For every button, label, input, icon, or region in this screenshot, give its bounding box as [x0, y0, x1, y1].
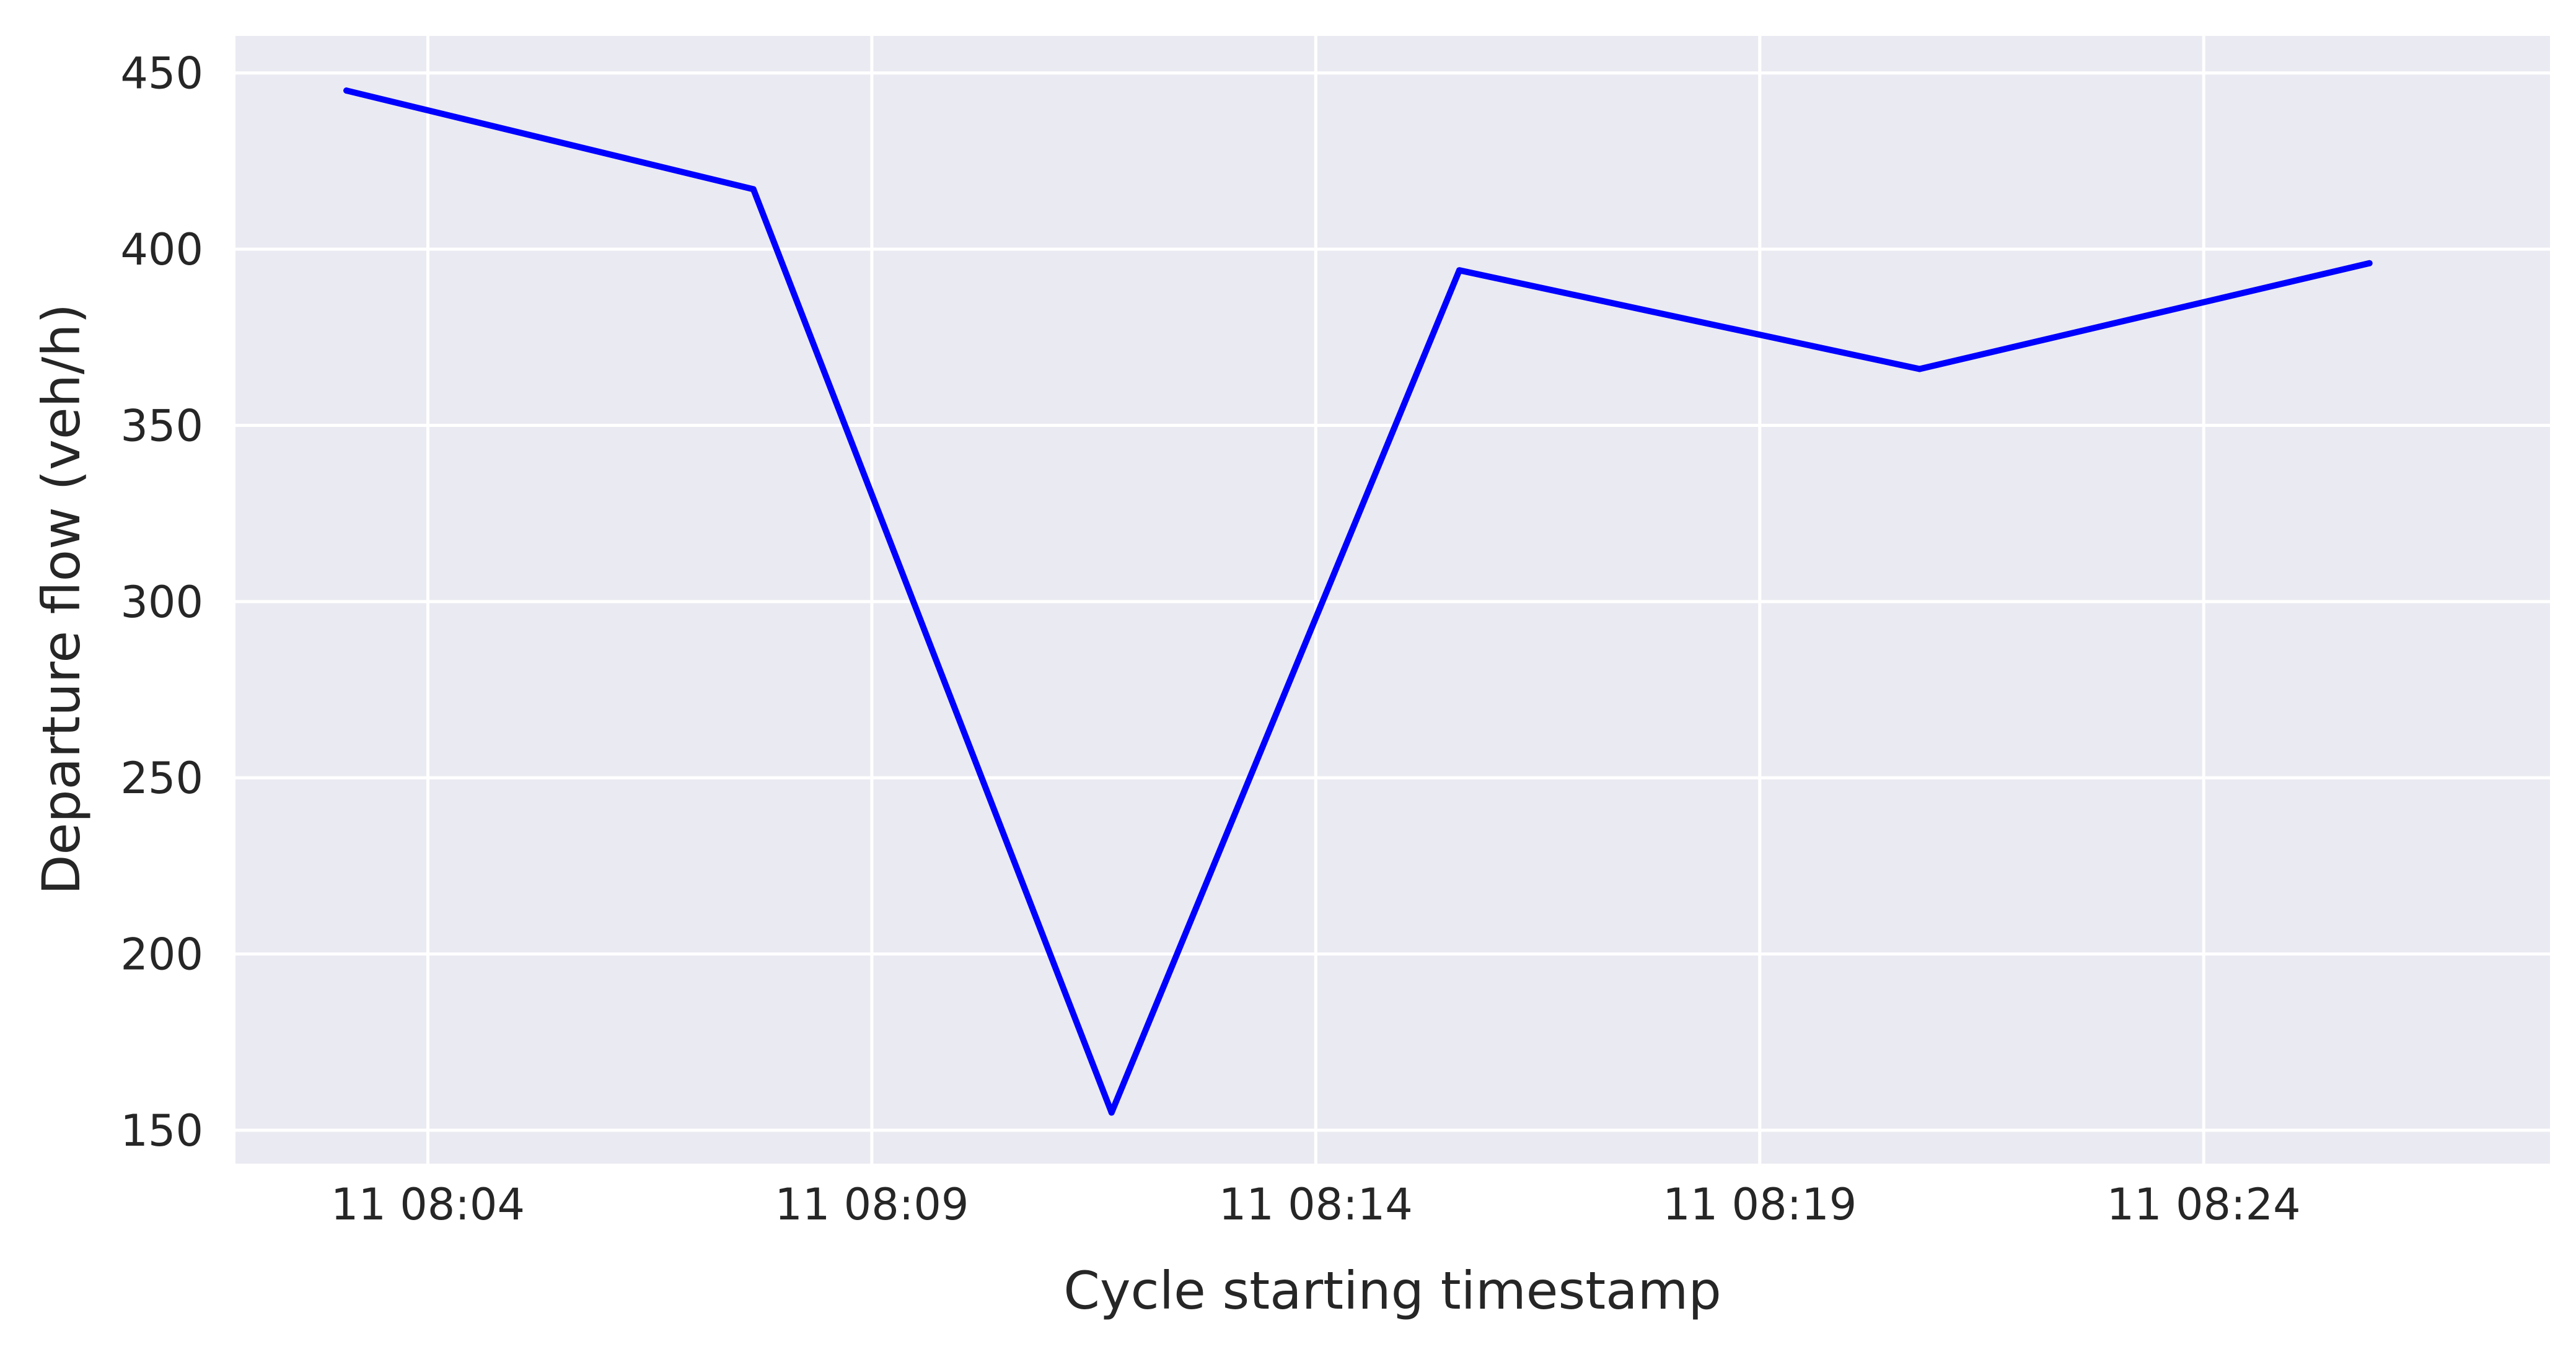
y-axis-label: Departure flow (veh/h) [31, 304, 92, 895]
x-tick-label: 11 08:14 [1219, 1179, 1413, 1230]
grid [235, 36, 2550, 1164]
data-point [1916, 366, 1923, 372]
y-tick-label: 400 [120, 224, 203, 275]
y-tick-label: 200 [120, 929, 203, 980]
x-tick-label: 11 08:24 [2107, 1179, 2301, 1230]
y-tick-label: 350 [120, 400, 203, 451]
data-point [2366, 260, 2373, 266]
tick-labels: 150 200 250 300 350 400 450 11 08:04 11 08:09 11 … [120, 48, 2300, 1230]
x-tick-label: 11 08:04 [331, 1179, 525, 1230]
data-point [1456, 267, 1462, 274]
data-point [1108, 1109, 1115, 1116]
plot-area [235, 36, 2550, 1164]
y-tick-label: 450 [120, 48, 203, 99]
x-tick-label: 11 08:19 [1663, 1179, 1857, 1230]
data-point [343, 87, 350, 94]
series [343, 87, 2373, 1116]
x-tick-label: 11 08:09 [775, 1179, 969, 1230]
x-axis-label: Cycle starting timestamp [1063, 1260, 1721, 1321]
y-tick-label: 300 [120, 577, 203, 628]
data-point [750, 186, 757, 193]
y-tick-label: 150 [120, 1105, 203, 1156]
series-line [343, 87, 2373, 1116]
y-tick-label: 250 [120, 753, 203, 804]
